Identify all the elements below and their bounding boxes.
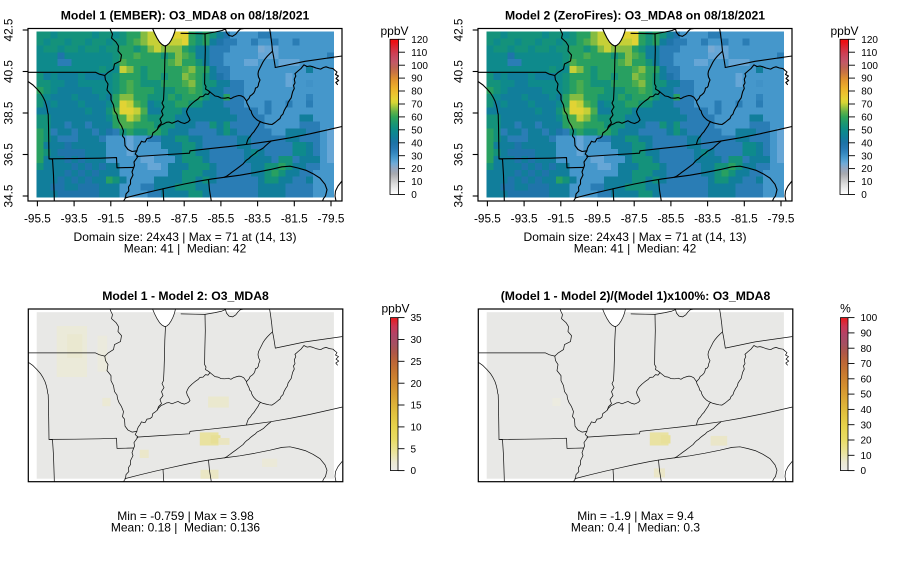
svg-text:-91.5: -91.5 bbox=[97, 212, 124, 226]
svg-text:40: 40 bbox=[861, 405, 873, 416]
svg-text:90: 90 bbox=[861, 329, 873, 340]
svg-text:30: 30 bbox=[411, 335, 423, 346]
svg-text:34.5: 34.5 bbox=[452, 184, 466, 207]
svg-text:100: 100 bbox=[861, 313, 878, 324]
svg-text:5: 5 bbox=[411, 444, 417, 455]
svg-text:-81.5: -81.5 bbox=[731, 212, 758, 226]
svg-text:0: 0 bbox=[411, 190, 417, 201]
svg-text:-95.5: -95.5 bbox=[474, 212, 501, 226]
svg-text:-89.5: -89.5 bbox=[134, 212, 161, 226]
svg-text:10: 10 bbox=[861, 451, 873, 462]
svg-text:Domain size: 24x43 | Max = 71: Domain size: 24x43 | Max = 71 at (14, 13… bbox=[74, 230, 297, 244]
svg-text:60: 60 bbox=[411, 113, 423, 124]
svg-text:35: 35 bbox=[411, 313, 423, 324]
svg-text:40.5: 40.5 bbox=[452, 60, 466, 83]
svg-text:38.5: 38.5 bbox=[452, 101, 466, 124]
svg-text:80: 80 bbox=[861, 87, 873, 98]
svg-text:Model 1 (EMBER): O3_MDA8 on 08: Model 1 (EMBER): O3_MDA8 on 08/18/2021 bbox=[61, 9, 310, 23]
svg-text:40: 40 bbox=[861, 138, 873, 149]
svg-text:50: 50 bbox=[861, 125, 873, 136]
svg-text:-95.5: -95.5 bbox=[24, 212, 51, 226]
svg-text:Model 1 - Model 2: O3_MDA8: Model 1 - Model 2: O3_MDA8 bbox=[102, 289, 269, 303]
svg-text:42.5: 42.5 bbox=[452, 18, 466, 41]
svg-text:0: 0 bbox=[861, 190, 867, 201]
svg-text:-87.5: -87.5 bbox=[171, 212, 198, 226]
svg-text:15: 15 bbox=[411, 401, 423, 412]
svg-text:0: 0 bbox=[411, 466, 417, 477]
svg-text:10: 10 bbox=[411, 177, 423, 188]
svg-text:-83.5: -83.5 bbox=[244, 212, 271, 226]
svg-text:Mean: 0.4 | Median: 0.3: Mean: 0.4 | Median: 0.3 bbox=[571, 521, 701, 535]
svg-text:-87.5: -87.5 bbox=[621, 212, 648, 226]
svg-text:90: 90 bbox=[861, 74, 873, 85]
svg-text:100: 100 bbox=[861, 61, 878, 72]
svg-text:30: 30 bbox=[861, 151, 873, 162]
svg-text:Mean: 0.18 | Median: 0.136: Mean: 0.18 | Median: 0.136 bbox=[111, 521, 261, 535]
svg-text:-93.5: -93.5 bbox=[511, 212, 538, 226]
svg-text:-79.5: -79.5 bbox=[318, 212, 345, 226]
svg-text:-91.5: -91.5 bbox=[547, 212, 574, 226]
svg-text:100: 100 bbox=[411, 61, 428, 72]
svg-text:Model 2 (ZeroFires): O3_MDA8 o: Model 2 (ZeroFires): O3_MDA8 on 08/18/20… bbox=[505, 9, 765, 23]
svg-text:20: 20 bbox=[411, 379, 423, 390]
svg-text:10: 10 bbox=[861, 177, 873, 188]
svg-text:36.5: 36.5 bbox=[452, 143, 466, 166]
svg-text:60: 60 bbox=[861, 113, 873, 124]
svg-text:(Model 1 - Model 2)/(Model 1)x: (Model 1 - Model 2)/(Model 1)x100%: O3_M… bbox=[501, 289, 771, 303]
svg-text:120: 120 bbox=[411, 35, 428, 46]
svg-text:Mean: 41 | Median: 42: Mean: 41 | Median: 42 bbox=[124, 242, 247, 256]
svg-text:38.5: 38.5 bbox=[2, 101, 16, 124]
svg-text:20: 20 bbox=[861, 164, 873, 175]
svg-text:25: 25 bbox=[411, 357, 423, 368]
svg-text:-81.5: -81.5 bbox=[281, 212, 308, 226]
svg-text:80: 80 bbox=[861, 344, 873, 355]
svg-text:60: 60 bbox=[861, 374, 873, 385]
svg-text:ppbV: ppbV bbox=[380, 24, 408, 38]
svg-text:10: 10 bbox=[411, 423, 423, 434]
svg-text:-83.5: -83.5 bbox=[694, 212, 721, 226]
svg-text:40.5: 40.5 bbox=[2, 60, 16, 83]
svg-text:Min = -1.9 | Max = 9.4: Min = -1.9 | Max = 9.4 bbox=[577, 509, 694, 523]
svg-text:%: % bbox=[840, 302, 851, 316]
svg-text:-79.5: -79.5 bbox=[768, 212, 795, 226]
svg-text:36.5: 36.5 bbox=[2, 143, 16, 166]
svg-text:110: 110 bbox=[411, 48, 427, 59]
svg-text:Domain size: 24x43 | Max = 71: Domain size: 24x43 | Max = 71 at (14, 13… bbox=[524, 230, 747, 244]
svg-text:70: 70 bbox=[861, 100, 873, 111]
svg-text:120: 120 bbox=[861, 35, 878, 46]
svg-text:-85.5: -85.5 bbox=[207, 212, 234, 226]
svg-text:Min = -0.759 | Max = 3.98: Min = -0.759 | Max = 3.98 bbox=[117, 509, 254, 523]
svg-text:ppbV: ppbV bbox=[830, 24, 858, 38]
svg-text:-93.5: -93.5 bbox=[61, 212, 88, 226]
svg-text:0: 0 bbox=[861, 466, 867, 477]
svg-text:-85.5: -85.5 bbox=[657, 212, 684, 226]
svg-text:80: 80 bbox=[411, 87, 423, 98]
svg-text:30: 30 bbox=[411, 151, 423, 162]
svg-text:20: 20 bbox=[411, 164, 423, 175]
svg-text:70: 70 bbox=[411, 100, 423, 111]
svg-text:70: 70 bbox=[861, 359, 873, 370]
svg-text:110: 110 bbox=[861, 48, 877, 59]
svg-text:ppbV: ppbV bbox=[381, 302, 409, 316]
svg-text:20: 20 bbox=[861, 436, 873, 447]
svg-text:40: 40 bbox=[411, 138, 423, 149]
svg-text:90: 90 bbox=[411, 74, 423, 85]
svg-text:30: 30 bbox=[861, 420, 873, 431]
svg-text:50: 50 bbox=[861, 390, 873, 401]
svg-text:34.5: 34.5 bbox=[2, 184, 16, 207]
svg-text:42.5: 42.5 bbox=[2, 18, 16, 41]
svg-text:Mean: 41 | Median: 42: Mean: 41 | Median: 42 bbox=[574, 242, 697, 256]
svg-text:50: 50 bbox=[411, 125, 423, 136]
svg-text:-89.5: -89.5 bbox=[584, 212, 611, 226]
